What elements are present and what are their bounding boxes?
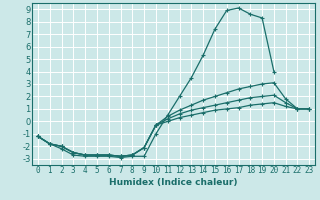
X-axis label: Humidex (Indice chaleur): Humidex (Indice chaleur) <box>109 178 238 187</box>
